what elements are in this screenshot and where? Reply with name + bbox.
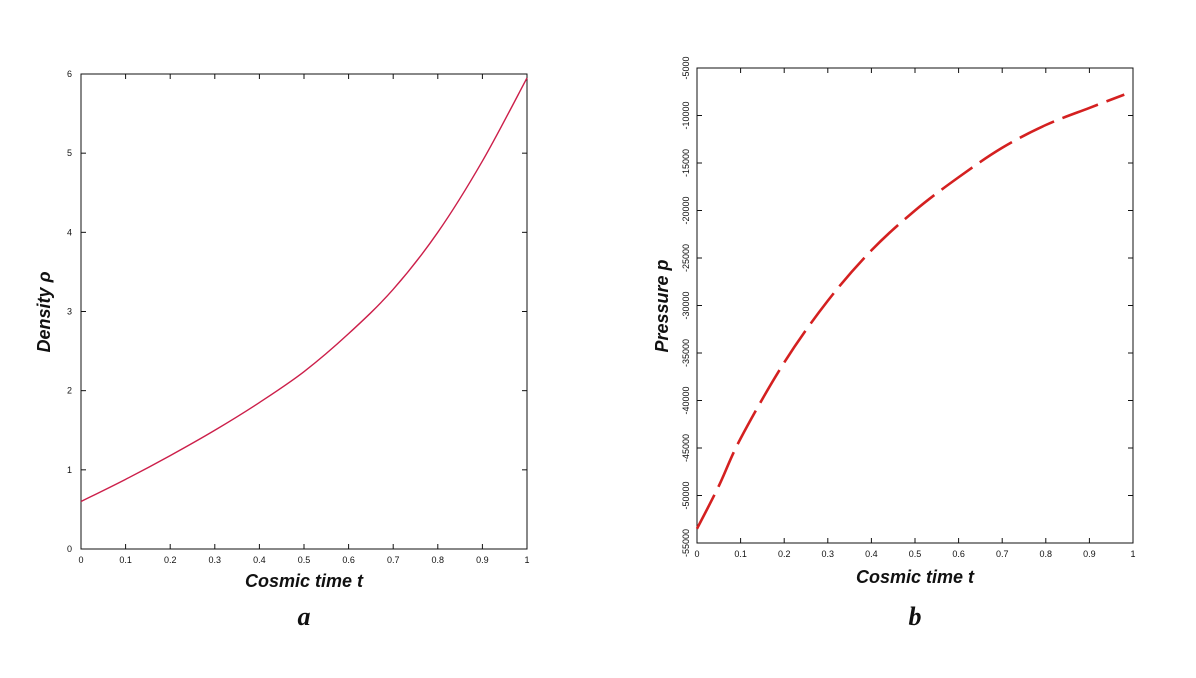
y-tick-label: 0 <box>67 544 72 554</box>
y-axis-title: Pressure p <box>652 259 672 352</box>
density-chart-panel: 0 0.1 0.2 0.3 0.4 0.5 0.6 0.7 0.8 0.9 1 0 1 2 3 4 5 6 Cosm… <box>34 69 530 631</box>
y-tick-label: -40000 <box>681 386 691 414</box>
x-tick-label: 1 <box>524 555 529 565</box>
plot-frame <box>80 73 528 550</box>
pressure-curve <box>695 93 1125 530</box>
y-tick-label: -5000 <box>681 56 691 79</box>
x-tick-label: 0.7 <box>387 555 400 565</box>
x-tick-label: 0.5 <box>909 549 922 559</box>
y-tick-label: 3 <box>67 307 72 317</box>
y-tick-label: -15000 <box>681 149 691 177</box>
x-tick-label: 0 <box>78 555 83 565</box>
x-tick-label: 0.6 <box>952 549 965 559</box>
x-tick-label: 0.2 <box>778 549 791 559</box>
x-tick-label: 0.3 <box>822 549 835 559</box>
x-tick-label: 0.1 <box>119 555 132 565</box>
x-tick-label: 0.7 <box>996 549 1009 559</box>
y-tick-label: -35000 <box>681 339 691 367</box>
x-tick-label: 0.4 <box>253 555 266 565</box>
x-tick-label: 0.5 <box>298 555 311 565</box>
pressure-chart-panel: 0 0.1 0.2 0.3 0.4 0.5 0.6 0.7 0.8 0.9 1 -55000 -5000… <box>652 56 1136 631</box>
y-tick-label: -45000 <box>681 434 691 462</box>
y-tick-label: -20000 <box>681 196 691 224</box>
y-axis-title: Density ρ <box>34 271 54 352</box>
y-tick-label: -50000 <box>681 481 691 509</box>
x-axis-title: Cosmic time t <box>245 571 364 591</box>
plot-frame <box>696 67 1134 544</box>
x-tick-label: 0.9 <box>476 555 489 565</box>
x-tick-label: 0.2 <box>164 555 177 565</box>
y-tick-label: -30000 <box>681 291 691 319</box>
y-tick-label: -25000 <box>681 244 691 272</box>
y-tick-label: -55000 <box>681 529 691 557</box>
x-tick-label: 0.9 <box>1083 549 1096 559</box>
y-tick-label: 4 <box>67 227 72 237</box>
density-curve <box>80 77 528 503</box>
x-tick-label: 0.3 <box>209 555 222 565</box>
x-tick-label: 0.1 <box>734 549 747 559</box>
x-tick-label: 0.4 <box>865 549 878 559</box>
x-tick-label: 0.8 <box>432 555 445 565</box>
x-tick-label: 0 <box>694 549 699 559</box>
panel-label: a <box>298 602 311 631</box>
x-axis-title: Cosmic time t <box>856 567 975 587</box>
y-tick-label: 1 <box>67 465 72 475</box>
x-tick-label: 1 <box>1130 549 1135 559</box>
x-tick-label: 0.8 <box>1040 549 1053 559</box>
y-tick-label: 2 <box>67 386 72 396</box>
y-tick-label: -10000 <box>681 101 691 129</box>
y-tick-label: 5 <box>67 148 72 158</box>
x-tick-label: 0.6 <box>342 555 355 565</box>
y-tick-label: 6 <box>67 69 72 79</box>
panel-label: b <box>909 602 922 631</box>
